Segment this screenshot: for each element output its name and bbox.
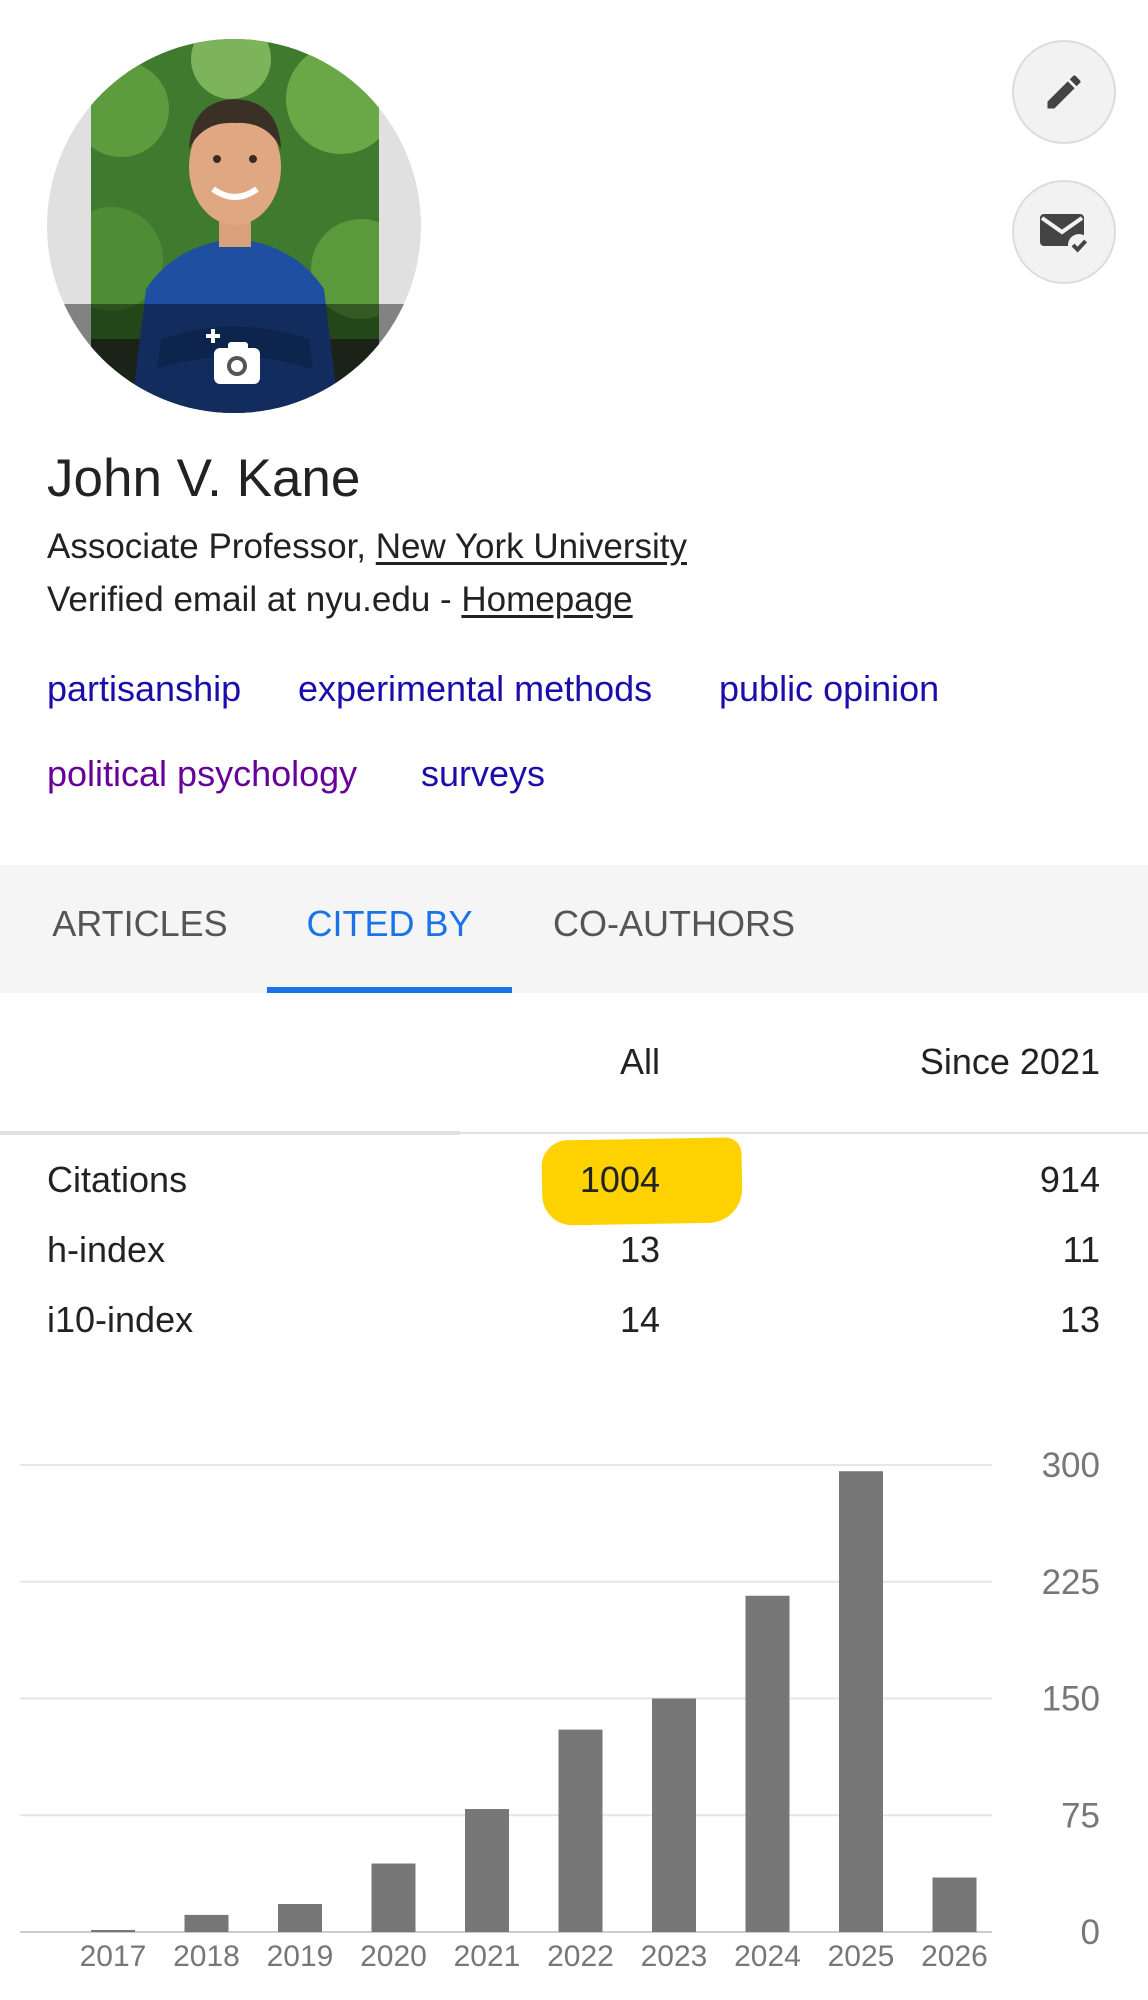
bar-2019 xyxy=(278,1903,322,1932)
x-tick-label: 2022 xyxy=(547,1940,614,1973)
avatar[interactable] xyxy=(47,39,421,413)
affiliation-title: Associate Professor, xyxy=(47,527,376,566)
add-photo-icon[interactable] xyxy=(204,328,266,390)
bar-2020 xyxy=(371,1863,416,1932)
bar-2022 xyxy=(558,1729,603,1932)
y-tick-label: 300 xyxy=(1042,1446,1100,1485)
y-tick-label: 150 xyxy=(1042,1680,1100,1719)
x-tick-label: 2020 xyxy=(360,1940,427,1973)
header-divider xyxy=(0,1131,460,1135)
y-tick-label: 225 xyxy=(1042,1563,1100,1602)
x-tick-label: 2024 xyxy=(734,1940,801,1973)
bar-2025 xyxy=(839,1471,883,1932)
citations-since: 914 xyxy=(1039,1159,1100,1200)
citations-per-year-chart: 0 75 150 225 300 2017 2018 2019 2020 2021 2022 2023… xyxy=(0,1420,1148,2000)
h-index-all: 13 xyxy=(619,1229,660,1270)
i10-index-since: 13 xyxy=(1059,1299,1100,1340)
x-tick-label: 2026 xyxy=(921,1940,988,1973)
x-tick-label: 2018 xyxy=(173,1940,240,1973)
column-all: All xyxy=(619,1041,660,1082)
profile-header: John V. Kane Associate Professor, New Yo… xyxy=(0,0,1148,865)
stats-row-citations: Citations 1004 914 xyxy=(0,1159,1148,1219)
row-label: h-index xyxy=(47,1229,166,1270)
affiliation: Associate Professor, New York University xyxy=(47,527,687,567)
x-tick-label: 2025 xyxy=(828,1940,895,1973)
verified-email: Verified email at nyu.edu - Homepage xyxy=(47,580,633,620)
bar-2023 xyxy=(652,1698,696,1932)
bar-2026 xyxy=(932,1877,977,1932)
homepage-link[interactable]: Homepage xyxy=(461,580,633,619)
tab-articles[interactable]: ARTICLES xyxy=(52,903,228,944)
pencil-icon xyxy=(1047,75,1081,109)
x-tick-label: 2019 xyxy=(267,1940,334,1973)
bar-2018 xyxy=(184,1914,229,1932)
x-tick-label: 2017 xyxy=(80,1940,147,1973)
h-index-since: 11 xyxy=(1062,1229,1100,1270)
y-tick-label: 75 xyxy=(1061,1796,1100,1835)
header-divider xyxy=(460,1132,1148,1134)
row-label: Citations xyxy=(47,1159,188,1200)
bar-2021 xyxy=(465,1809,509,1932)
profile-name: John V. Kane xyxy=(47,449,361,508)
mail-check-icon xyxy=(1040,214,1090,256)
bar-2024 xyxy=(745,1595,790,1932)
i10-index-all: 14 xyxy=(619,1299,660,1340)
interest-surveys[interactable]: surveys xyxy=(421,753,546,794)
row-label: i10-index xyxy=(47,1299,194,1340)
email-settings-button[interactable] xyxy=(1012,180,1116,284)
interest-political-psychology[interactable]: political psychology xyxy=(47,753,358,794)
column-since: Since 2021 xyxy=(919,1041,1100,1082)
tab-cited-by[interactable]: CITED BY xyxy=(267,865,512,993)
y-tick-label: 0 xyxy=(1081,1913,1100,1952)
interest-experimental-methods[interactable]: experimental methods xyxy=(298,668,653,709)
stats-row-i10-index: i10-index 14 13 xyxy=(0,1299,1148,1359)
citations-all: 1004 xyxy=(579,1159,660,1200)
edit-profile-button[interactable] xyxy=(1012,40,1116,144)
affiliation-link[interactable]: New York University xyxy=(375,527,687,566)
bar-2017 xyxy=(91,1930,135,1932)
interest-partisanship[interactable]: partisanship xyxy=(47,668,242,709)
x-tick-label: 2021 xyxy=(454,1940,521,1973)
tab-co-authors[interactable]: CO-AUTHORS xyxy=(553,903,795,944)
interest-public-opinion[interactable]: public opinion xyxy=(719,668,940,709)
email-text: Verified email at nyu.edu - xyxy=(47,580,462,619)
stats-header: All Since 2021 xyxy=(0,993,1148,1135)
profile-tabs: ARTICLES CITED BY CO-AUTHORS xyxy=(0,865,1148,993)
citations-chart-svg: 0 75 150 225 300 2017 2018 2019 2020 2021 2022 2023… xyxy=(20,1446,1100,1973)
stats-row-h-index: h-index 13 11 xyxy=(0,1229,1148,1289)
x-tick-label: 2023 xyxy=(641,1940,708,1973)
